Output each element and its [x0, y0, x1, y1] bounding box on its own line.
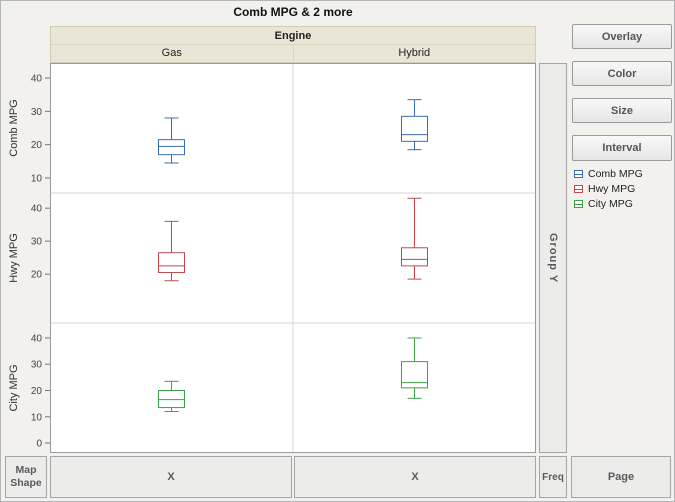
facet-column-labels: Gas Hybrid: [51, 45, 535, 62]
box-plot-glyph-icon: [574, 199, 583, 208]
legend-label: Hwy MPG: [588, 182, 636, 195]
drop-zone-map-shape[interactable]: Map Shape: [5, 456, 47, 498]
box-plot-glyph-icon: [574, 169, 583, 178]
drop-zone-map-shape-line1: Map: [15, 464, 37, 476]
legend-label: Comb MPG: [588, 167, 643, 180]
box-plot-glyph-icon: [574, 184, 583, 193]
y-tick-label: 10: [31, 174, 43, 185]
legend-item-city-mpg[interactable]: City MPG: [574, 196, 672, 211]
overlay-button[interactable]: Overlay: [572, 24, 672, 49]
y-tick-label: 40: [31, 333, 43, 344]
facet-variable-label[interactable]: Engine: [51, 27, 535, 45]
y-tick-label: 20: [31, 270, 43, 281]
drop-zone-x-hybrid[interactable]: X: [294, 456, 536, 498]
y-tick-label: 10: [31, 412, 43, 423]
facet-column-label-hybrid: Hybrid: [292, 45, 536, 62]
y-tick-label: 0: [36, 439, 42, 450]
plot-area[interactable]: Comb MPG 10 20 30 40 Hwy MPG 20 30 40 City MPG 0 10…: [6, 63, 536, 453]
box-plot-city-mpg-gas[interactable]: [158, 380, 185, 413]
graph-title: Comb MPG & 2 more: [233, 5, 353, 19]
interval-button[interactable]: Interval: [572, 135, 672, 161]
y-tick-label: 20: [31, 386, 43, 397]
box-plot-city-mpg-hybrid[interactable]: [401, 337, 428, 399]
drop-zone-page[interactable]: Page: [571, 456, 671, 498]
facet-column-label-gas: Gas: [161, 47, 182, 59]
column-facet-header: Engine Gas Hybrid: [50, 26, 536, 63]
y-axis-title: Hwy MPG: [8, 233, 20, 283]
box-plot-hwy-mpg-hybrid[interactable]: [401, 197, 428, 280]
y-tick-label: 20: [31, 140, 43, 151]
y-tick-label: 40: [31, 204, 43, 215]
legend-item-hwy-mpg[interactable]: Hwy MPG: [574, 181, 672, 196]
drop-zone-group-y[interactable]: Group Y: [539, 63, 567, 453]
y-tick-label: 30: [31, 107, 43, 118]
color-button[interactable]: Color: [572, 61, 672, 86]
legend-item-comb-mpg[interactable]: Comb MPG: [574, 166, 672, 181]
row-axis-hwy-mpg: Hwy MPG 20 30 40: [8, 204, 50, 283]
box-plot-comb-mpg-gas[interactable]: [158, 117, 185, 164]
box-plot-comb-mpg-hybrid[interactable]: [401, 99, 428, 151]
drop-zone-freq[interactable]: Freq: [539, 456, 567, 498]
drop-zone-x-gas[interactable]: X: [50, 456, 292, 498]
y-tick-label: 30: [31, 360, 43, 371]
row-axis-city-mpg: City MPG 0 10 20 30 40: [8, 333, 50, 450]
y-axis-title: City MPG: [8, 364, 20, 411]
size-button[interactable]: Size: [572, 98, 672, 123]
box-plot-hwy-mpg-gas[interactable]: [158, 220, 185, 282]
drop-zone-group-y-label: Group Y: [547, 232, 559, 284]
drop-zone-map-shape-line2: Shape: [10, 477, 42, 489]
legend-label: City MPG: [588, 197, 633, 210]
row-axis-comb-mpg: Comb MPG 10 20 30 40: [8, 74, 50, 185]
y-axis-title: Comb MPG: [8, 99, 20, 156]
y-tick-label: 40: [31, 74, 43, 85]
y-tick-label: 30: [31, 237, 43, 248]
legend: Comb MPG Hwy MPG City MPG: [574, 166, 672, 211]
